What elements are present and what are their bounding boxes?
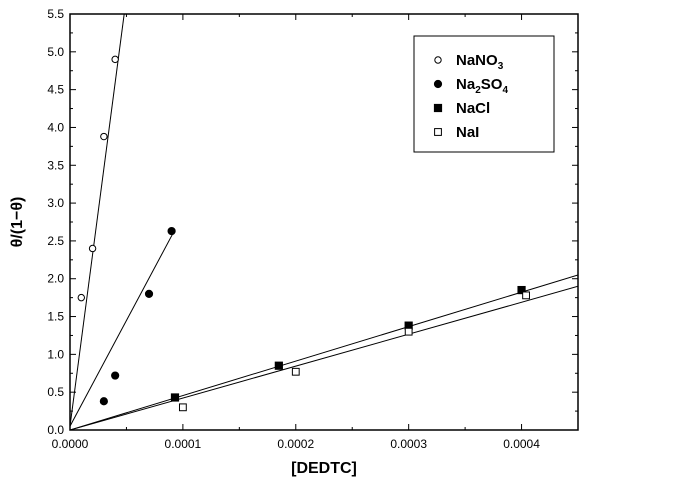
point-nai (404, 327, 413, 336)
point-nai (178, 403, 187, 412)
x-tick-label: 0.0000 (52, 437, 89, 451)
legend-label-nai: NaI (456, 124, 479, 141)
y-tick-label: 5.5 (47, 7, 64, 21)
point-na2so4 (111, 371, 120, 380)
point-na2so4 (167, 226, 176, 236)
point-nacl (274, 361, 283, 370)
x-tick-label: 0.0003 (390, 437, 427, 451)
x-tick-label: 0.0001 (165, 437, 202, 451)
fit-line-nai (70, 285, 578, 430)
legend-marker-nacl (433, 103, 443, 113)
point-nacl (517, 285, 526, 295)
y-tick-label: 2.5 (47, 234, 64, 248)
tick-labels: 0.0000 0.0001 0.0002 0.0003 0.0004 0.0 0.5 1.0 1… (47, 7, 540, 451)
y-tick-label: 0.0 (47, 423, 64, 437)
y-tick-label: 2.0 (47, 272, 64, 286)
point-nano3 (100, 132, 108, 141)
data-points (77, 55, 530, 412)
point-na2so4 (144, 289, 154, 298)
y-axis-title: θ/(1−θ) (9, 197, 26, 248)
point-nano3 (111, 55, 119, 64)
y-tick-label: 5.0 (47, 45, 64, 59)
x-tick-label: 0.0002 (277, 437, 314, 451)
y-tick-label: 1.5 (47, 310, 64, 324)
legend-label-nano3: NaNO3 (456, 52, 504, 72)
point-nai (522, 291, 530, 300)
point-nano3 (88, 244, 97, 253)
fit-line-nacl (70, 274, 578, 430)
legend-marker-na2so4 (433, 79, 443, 89)
fit-lines (70, 14, 578, 430)
fit-line-nano3 (70, 14, 125, 427)
y-tick-label: 4.0 (47, 120, 64, 134)
x-axis-title: [DEDTC] (291, 460, 357, 477)
fit-line-na2so4 (70, 229, 176, 427)
point-nacl (170, 393, 180, 402)
legend-label-nacl: NaCl (456, 100, 490, 117)
tick-marks (69, 13, 578, 431)
y-tick-label: 1.0 (47, 347, 64, 361)
point-nai (291, 367, 300, 376)
legend-marker-nai (434, 128, 442, 136)
y-tick-label: 0.5 (47, 385, 64, 399)
x-tick-label: 0.0004 (503, 437, 540, 451)
legend-marker-nano3 (434, 56, 442, 64)
legend-label-na2so4: Na2SO4 (456, 76, 508, 96)
point-nano3 (77, 293, 85, 302)
legend: NaNO3 Na2SO4 NaCl NaI (413, 35, 555, 153)
y-tick-label: 3.0 (47, 196, 64, 210)
y-tick-label: 4.5 (47, 83, 64, 97)
point-na2so4 (99, 397, 108, 406)
y-tick-label: 3.5 (47, 158, 64, 172)
